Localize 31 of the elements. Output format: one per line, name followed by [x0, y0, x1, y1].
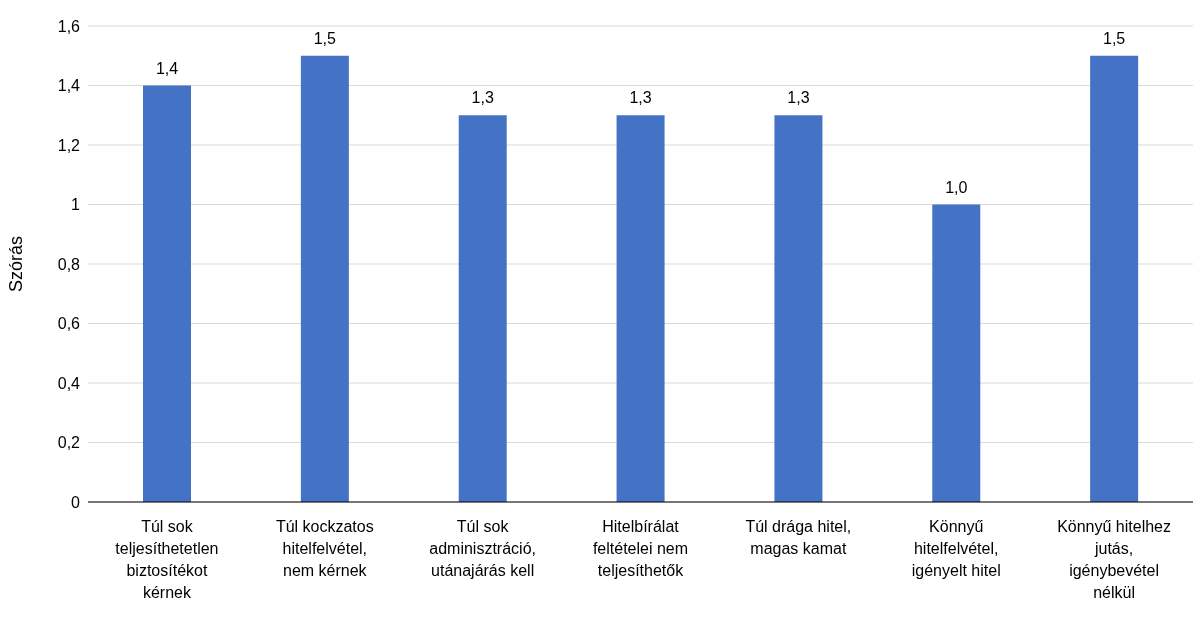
- x-tick-label: Könnyű hitelfelvétel, igényelt hitel: [911, 518, 1001, 579]
- bar: [300, 55, 349, 502]
- x-tick-label: Túl kockzatos hitelfelvétel, nem kérnek: [275, 518, 374, 579]
- y-tick-label: 1,2: [57, 136, 81, 154]
- x-tick-label: Túl drága hitel, magas kamat: [745, 518, 852, 557]
- y-tick-label: 0: [71, 493, 81, 511]
- y-axis-title: Szórás: [6, 235, 27, 293]
- y-tick-label: 1,6: [57, 17, 81, 35]
- data-label: 1,5: [1103, 29, 1126, 47]
- x-tick-label: Hitelbírálat feltételei nem teljesíthetők: [592, 518, 689, 579]
- data-label: 1,5: [313, 29, 337, 47]
- data-label: 1,3: [629, 89, 652, 107]
- y-tick-label: 1: [71, 196, 81, 214]
- bar: [774, 115, 823, 502]
- data-label: 1,0: [945, 178, 968, 196]
- y-tick-label: 1,4: [57, 77, 81, 95]
- bar: [143, 85, 191, 502]
- y-tick-label: 0,4: [57, 374, 81, 392]
- data-label: 1,3: [471, 89, 494, 107]
- x-tick-label: Túl sok teljesíthetetlen biztosítékot kérnek: [115, 518, 219, 601]
- data-label: 1,4: [155, 59, 179, 77]
- bar: [932, 204, 981, 502]
- x-tick-label: Könnyű hitelhez jutás, igénybevétel nélkül: [1057, 518, 1171, 601]
- y-tick-label: 0,8: [57, 255, 81, 273]
- bar: [616, 115, 665, 502]
- bar: [458, 115, 507, 502]
- data-label: 1,3: [787, 89, 810, 107]
- bar: [1090, 55, 1139, 502]
- y-tick-label: 0,2: [57, 434, 81, 452]
- x-tick-label: Túl sok adminisztráció, utánajárás kell: [429, 518, 536, 579]
- y-tick-label: 0,6: [57, 315, 81, 333]
